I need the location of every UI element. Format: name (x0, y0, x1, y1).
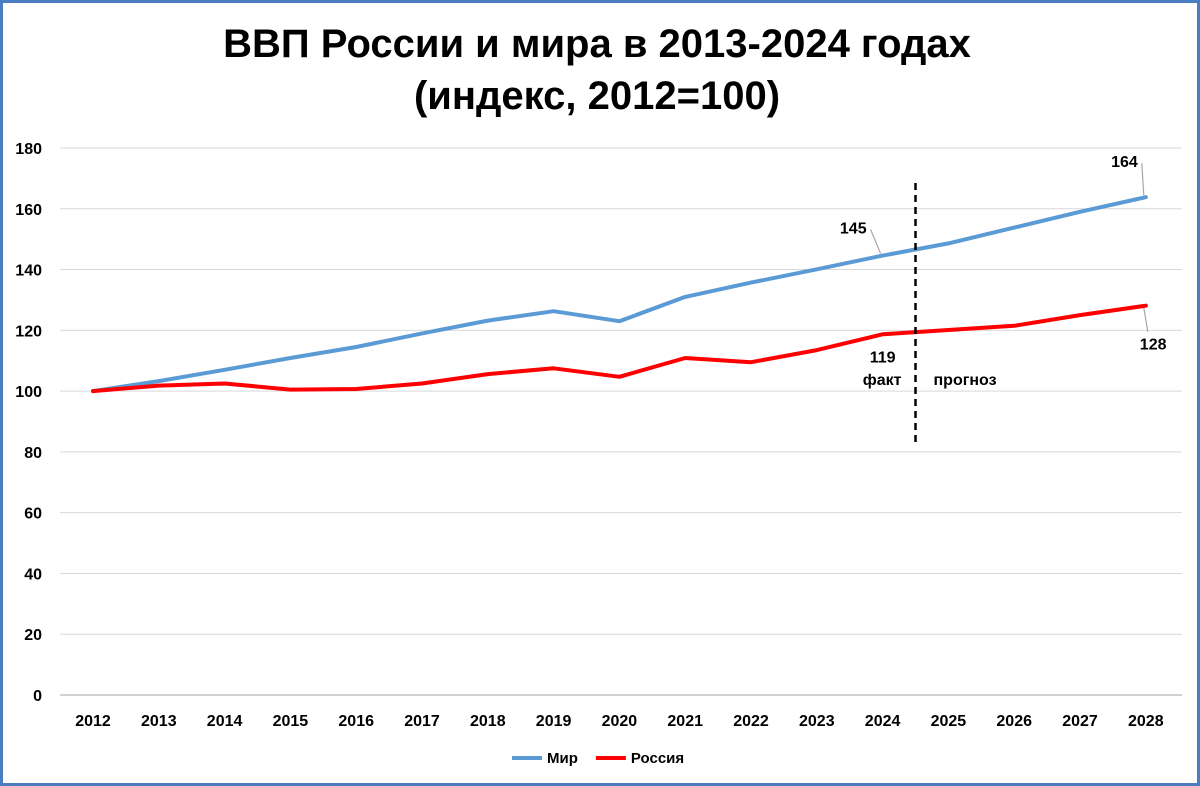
annotation-leader (870, 229, 882, 254)
y-tick-label: 120 (15, 323, 42, 340)
x-tick-label: 2015 (273, 713, 309, 730)
x-tick-label: 2016 (338, 713, 374, 730)
chart-title-line1: ВВП России и мира в 2013-2024 годах (223, 22, 971, 66)
chart-title: ВВП России и мира в 2013-2024 годах (инд… (0, 18, 1194, 122)
y-tick-label: 140 (15, 263, 42, 280)
x-tick-label: 2014 (207, 713, 243, 730)
series-line-world (91, 195, 1148, 394)
y-tick-label: 60 (24, 506, 42, 523)
x-tick-label: 2022 (733, 713, 769, 730)
x-tick-label: 2019 (536, 713, 572, 730)
legend-label: Мир (547, 750, 578, 767)
x-tick-label: 2027 (1062, 713, 1098, 730)
annotation-leader (1143, 307, 1149, 332)
y-tick-label: 180 (15, 141, 42, 158)
x-tick-label: 2023 (799, 713, 835, 730)
x-tick-label: 2017 (404, 713, 440, 730)
x-tick-label: 2028 (1128, 713, 1164, 730)
fact-label: факт (863, 372, 902, 389)
x-tick-label: 2020 (602, 713, 638, 730)
y-tick-label: 160 (15, 202, 42, 219)
x-tick-label: 2024 (865, 713, 901, 730)
annotation-leader (1141, 163, 1145, 196)
y-tick-label: 100 (15, 384, 42, 401)
x-tick-label: 2012 (75, 713, 111, 730)
x-tick-label: 2025 (931, 713, 967, 730)
forecast-label: прогноз (934, 372, 997, 389)
x-tick-label: 2026 (996, 713, 1032, 730)
data-label-164: 164 (1111, 154, 1138, 171)
chart-title-line2: (индекс, 2012=100) (413, 74, 781, 118)
legend-label: Россия (631, 750, 684, 767)
x-tick-label: 2018 (470, 713, 506, 730)
data-label-145: 145 (840, 221, 867, 238)
y-tick-label: 0 (33, 688, 42, 705)
series-line-russia (91, 303, 1148, 394)
x-tick-label: 2021 (667, 713, 703, 730)
x-tick-label: 2013 (141, 713, 177, 730)
data-label-119: 119 (870, 349, 896, 366)
y-tick-label: 20 (24, 627, 42, 644)
y-tick-label: 80 (24, 445, 42, 462)
data-label-128: 128 (1140, 337, 1167, 354)
y-tick-label: 40 (24, 566, 42, 583)
